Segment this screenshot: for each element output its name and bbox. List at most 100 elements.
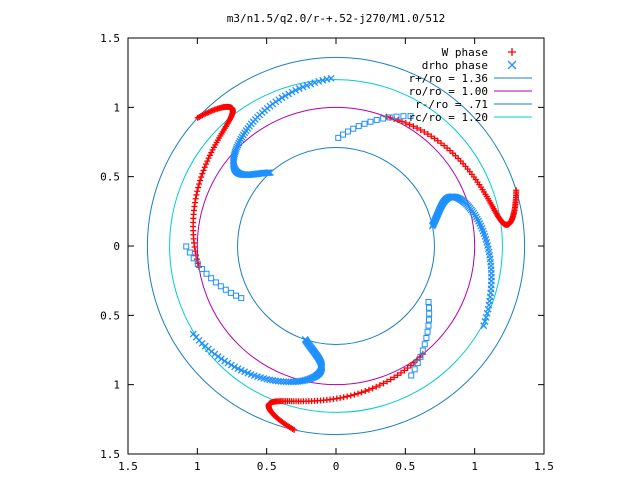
drho-phase-point	[233, 143, 241, 151]
drho-phase-point	[203, 270, 210, 277]
drho-phase-point	[355, 123, 362, 130]
w-phase-point	[413, 356, 420, 363]
w-phase-point	[199, 170, 206, 177]
y-tick-label: 0.5	[100, 171, 120, 184]
drho-phase-point	[423, 335, 430, 342]
w-phase-point	[410, 359, 417, 366]
drho-phase-point	[208, 275, 215, 282]
w-phase-point	[197, 177, 204, 184]
w-phase-point	[365, 386, 372, 393]
drho-phase-point	[393, 113, 400, 120]
drho-phase-point	[227, 361, 235, 369]
legend-label: r-/ro = .71	[415, 98, 488, 111]
w-phase-point	[347, 392, 354, 399]
legend-label: W phase	[442, 46, 488, 59]
x-tick-label: 0	[333, 460, 340, 473]
x-tick-label: 1.5	[118, 460, 138, 473]
w-phase-point	[383, 113, 390, 120]
w-phase-point	[358, 389, 365, 396]
drho-phase-point	[425, 299, 432, 306]
w-phase-point	[513, 187, 520, 194]
w-phase-point	[291, 426, 298, 433]
drho-phase-point	[335, 134, 342, 141]
w-phase-point	[205, 155, 212, 162]
w-phase-point	[384, 378, 391, 385]
w-phase-point	[204, 158, 211, 165]
w-phase-point	[387, 376, 394, 383]
w-phase-point	[193, 191, 200, 198]
w-phase-point	[434, 137, 441, 144]
w-phase-point	[404, 364, 411, 371]
w-phase-point	[398, 118, 405, 125]
drho-phase-point	[361, 120, 368, 127]
drho-phase-point	[217, 283, 224, 290]
drho-phase-point	[212, 279, 219, 286]
drho-phase-point	[222, 286, 229, 293]
y-tick-label: 1	[113, 101, 120, 114]
drho-phase-point	[231, 363, 239, 371]
drho-phase-point	[275, 96, 283, 104]
drho-phase-point	[217, 355, 225, 363]
w-phase-point	[191, 199, 198, 206]
drho-phase-point	[480, 322, 488, 330]
drho-phase-point	[232, 145, 240, 153]
w-phase-point	[200, 167, 207, 174]
w-phase-point	[401, 367, 408, 374]
y-tick-label: 1.5	[100, 32, 120, 45]
drho-phase-point	[425, 316, 432, 323]
w-phase-point	[354, 390, 361, 397]
legend-label: rc/ro = 1.20	[409, 111, 488, 124]
w-phase-point	[362, 388, 369, 395]
drho-phase-point	[323, 75, 331, 83]
drho-phase-point	[234, 365, 242, 373]
w-phase-point	[394, 372, 401, 379]
x-tick-label: 1	[194, 460, 201, 473]
drho-phase-point	[414, 360, 421, 367]
drho-phase-point	[237, 366, 245, 374]
drho-phase-point	[482, 313, 490, 321]
drho-phase-point	[426, 310, 433, 317]
w-phase-point	[194, 188, 201, 195]
drho-phase-point	[327, 74, 335, 82]
w-phase-point	[428, 133, 435, 140]
w-phase-point	[431, 135, 438, 142]
drho-phase-point	[183, 243, 190, 250]
w-phase-point	[194, 114, 201, 121]
drho-phase-point	[292, 86, 300, 94]
legend-label: drho phase	[422, 59, 488, 72]
drho-phase-point	[373, 116, 380, 123]
drho-phase-point	[344, 128, 351, 135]
drho-phase-point	[311, 79, 319, 87]
drho-phase-point	[224, 359, 232, 367]
y-tick-label: 1.5	[100, 448, 120, 461]
w-phase-point	[351, 391, 358, 398]
drho-phase-point	[303, 82, 311, 89]
y-tick-label: 1	[113, 379, 120, 392]
drho-phase-point	[288, 88, 296, 96]
drho-phase-point	[233, 292, 240, 299]
drho-phase-point	[400, 113, 407, 120]
drho-phase-point	[285, 90, 293, 98]
w-phase-point	[410, 123, 417, 130]
x-tick-label: 0.5	[257, 460, 277, 473]
w-phase-point	[206, 152, 213, 159]
w-phase-point	[208, 149, 215, 156]
w-phase-point	[380, 380, 387, 387]
reference-circle	[146, 56, 526, 436]
w-phase-point	[395, 117, 402, 124]
drho-phase-point	[227, 289, 234, 296]
legend-label: r+/ro = 1.36	[409, 72, 488, 85]
x-tick-label: 0.5	[395, 460, 415, 473]
drho-phase-point	[483, 309, 491, 317]
legend-marker	[508, 48, 516, 56]
drho-phase-point	[281, 92, 289, 100]
drho-phase-point	[386, 114, 393, 121]
drho-phase-point	[408, 372, 415, 379]
chart-title: m3/n1.5/q2.0/r-+.52-j270/M1.0/512	[227, 12, 446, 25]
reference-circle	[237, 147, 435, 345]
drho-phase-point	[295, 85, 303, 93]
w-phase-point	[417, 126, 424, 133]
